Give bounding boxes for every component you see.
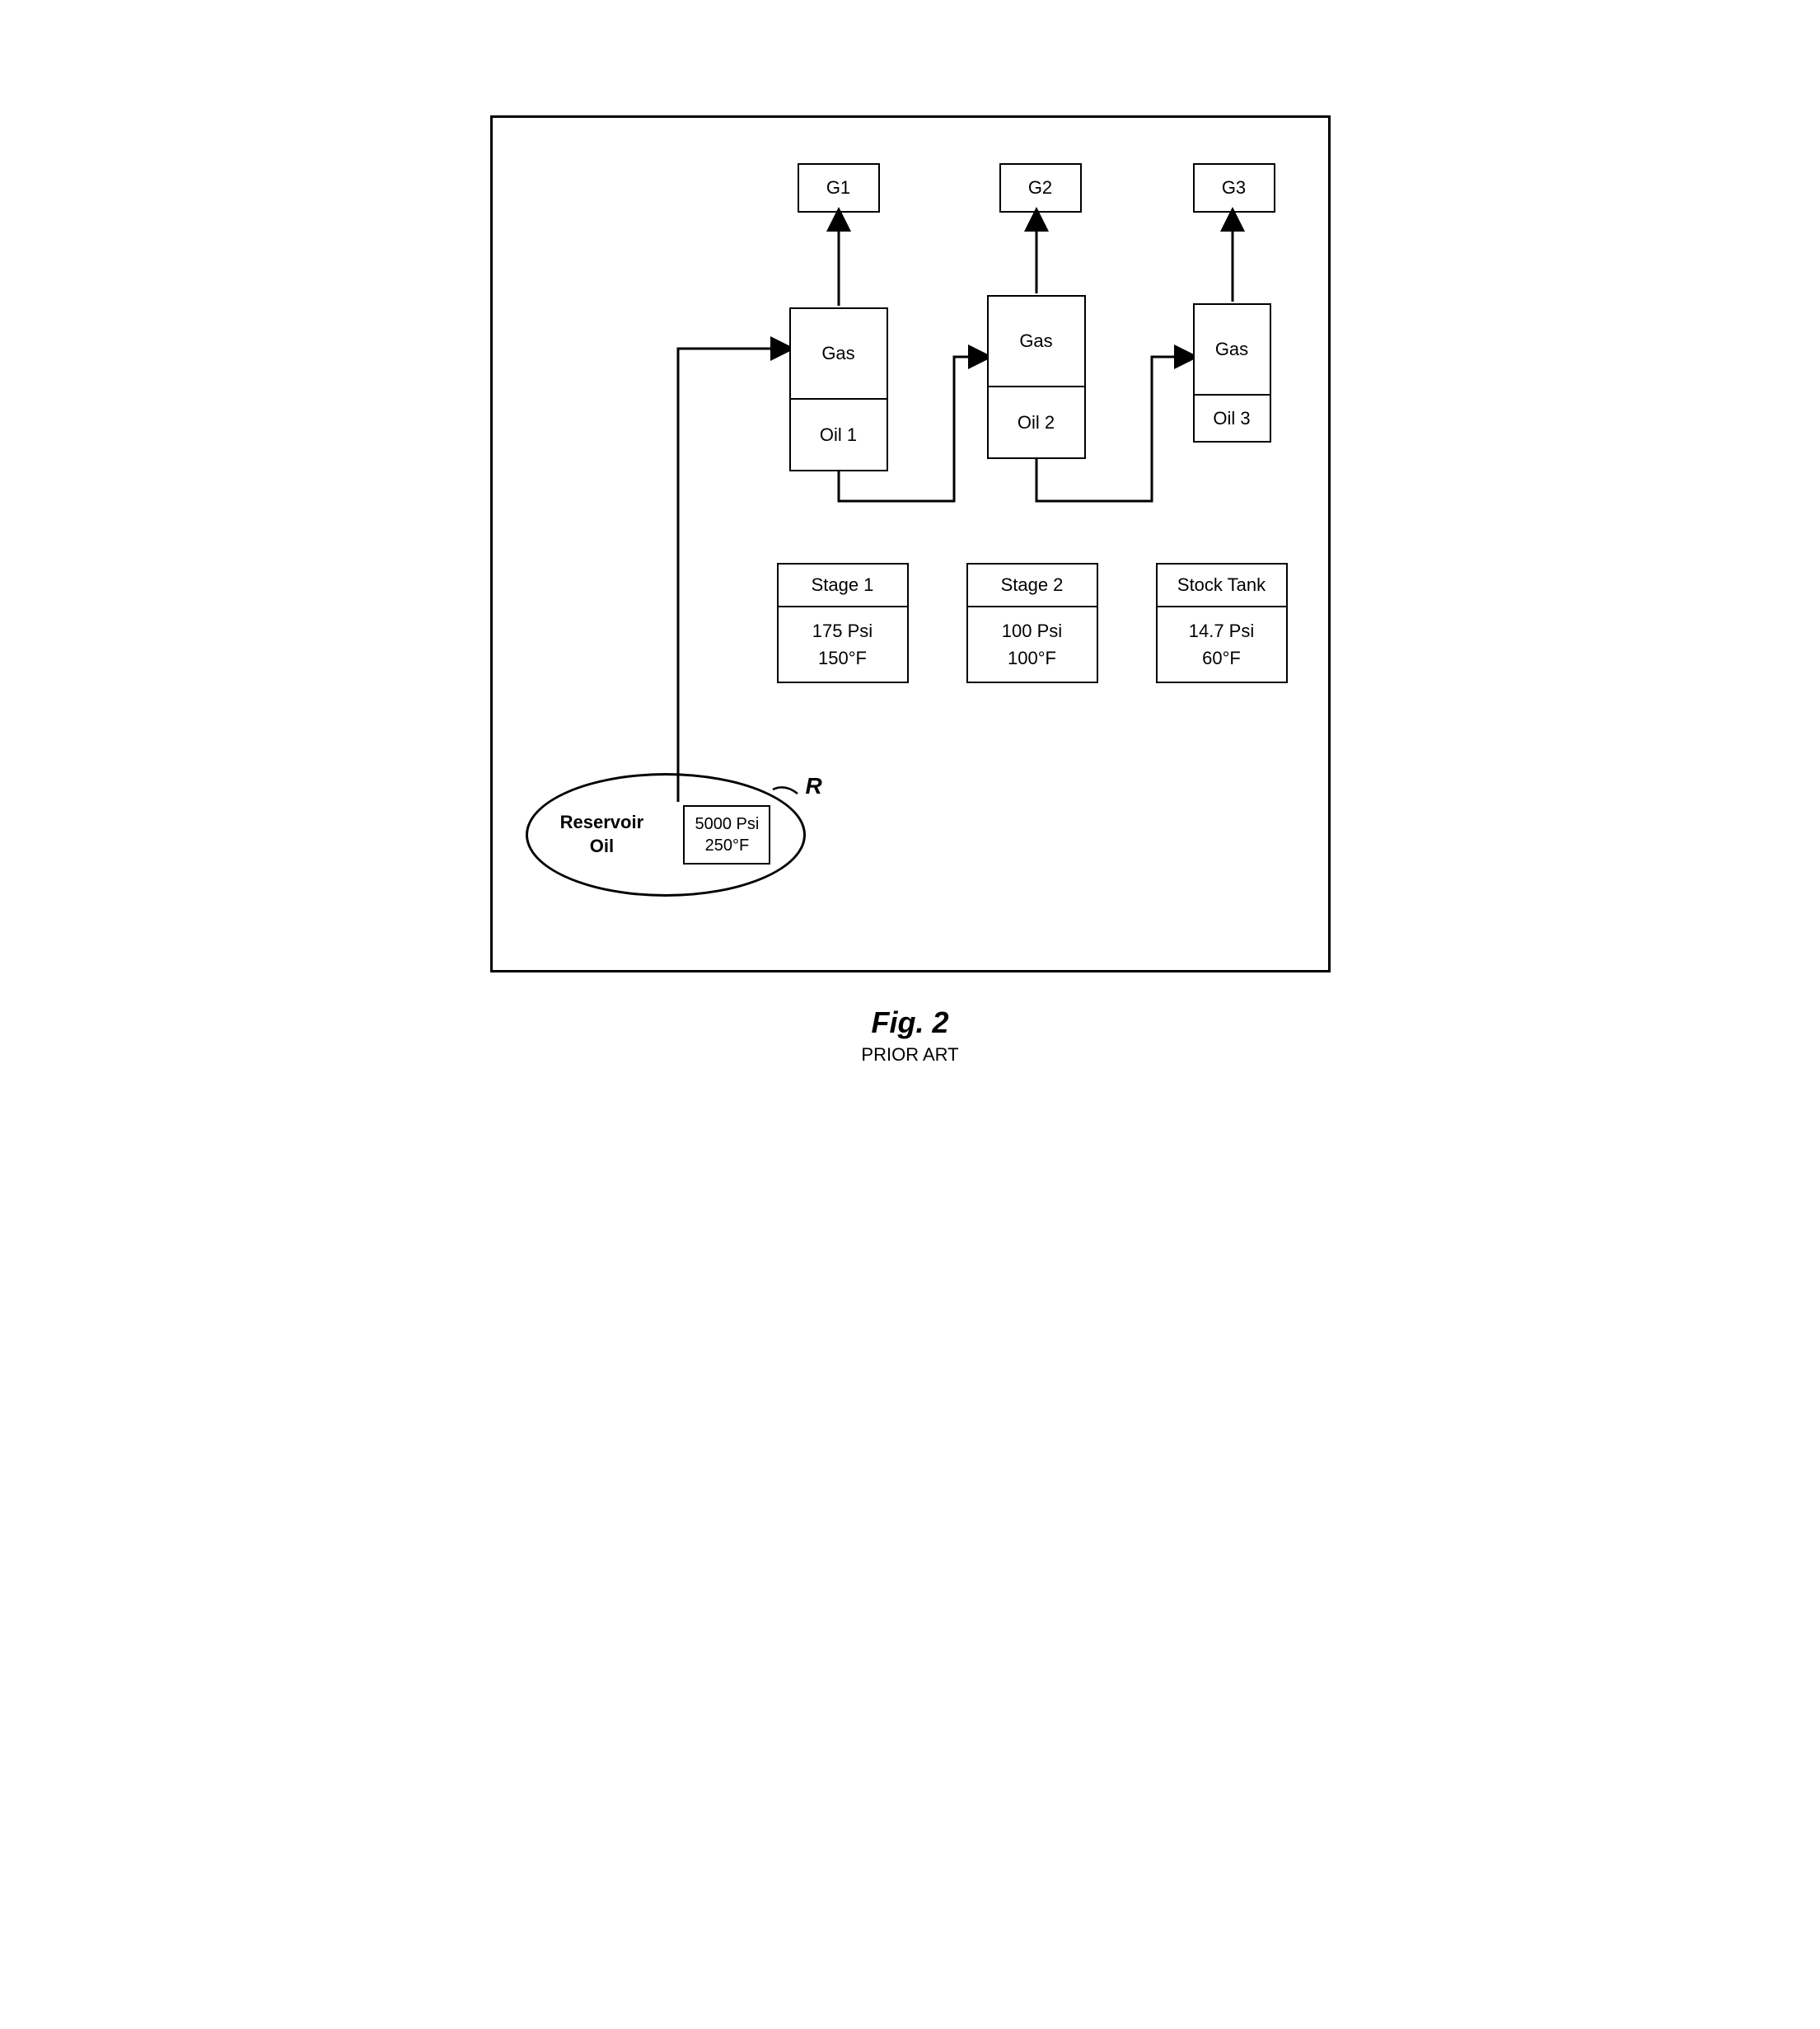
reservoir-label: Reservoir Oil xyxy=(560,811,644,858)
reservoir-temperature: 250°F xyxy=(695,835,759,856)
stage-1-box: Stage 1 175 Psi 150°F xyxy=(777,563,909,683)
stage-2-title: Stage 2 xyxy=(968,565,1097,607)
figure-caption: Fig. 2 PRIOR ART xyxy=(490,1005,1331,1066)
separator-2-gas: Gas xyxy=(989,297,1084,387)
stage-3-title: Stock Tank xyxy=(1158,565,1286,607)
stage-3-values: 14.7 Psi 60°F xyxy=(1158,607,1286,682)
reservoir-values-box: 5000 Psi 250°F xyxy=(683,805,770,865)
stage-1-temperature: 150°F xyxy=(779,644,907,672)
figure-caption-main: Fig. 2 xyxy=(490,1005,1331,1040)
separator-2-oil: Oil 2 xyxy=(989,387,1084,457)
r-label: R xyxy=(806,773,822,799)
diagram-frame: G1 G2 G3 G xyxy=(490,115,1331,972)
stage-3-temperature: 60°F xyxy=(1158,644,1286,672)
separator-1-gas: Gas xyxy=(791,309,887,400)
separator-1-oil: Oil 1 xyxy=(791,400,887,470)
stage-1-pressure: 175 Psi xyxy=(779,617,907,644)
reservoir-pressure: 5000 Psi xyxy=(695,813,759,835)
stage-2-values: 100 Psi 100°F xyxy=(968,607,1097,682)
stage-2-temperature: 100°F xyxy=(968,644,1097,672)
stage-1-title: Stage 1 xyxy=(779,565,907,607)
stage-3-box: Stock Tank 14.7 Psi 60°F xyxy=(1156,563,1288,683)
separator-3-gas: Gas xyxy=(1195,305,1270,396)
separator-3-oil: Oil 3 xyxy=(1195,396,1270,441)
separator-1: Gas Oil 1 xyxy=(789,307,888,471)
stage-1-values: 175 Psi 150°F xyxy=(779,607,907,682)
stage-3-pressure: 14.7 Psi xyxy=(1158,617,1286,644)
separator-2: Gas Oil 2 xyxy=(987,295,1086,459)
stage-2-box: Stage 2 100 Psi 100°F xyxy=(966,563,1098,683)
reservoir-label-line2: Oil xyxy=(560,835,644,859)
stage-2-pressure: 100 Psi xyxy=(968,617,1097,644)
reservoir-label-line1: Reservoir xyxy=(560,811,644,835)
separator-3: Gas Oil 3 xyxy=(1193,303,1271,443)
reservoir-ellipse: Reservoir Oil 5000 Psi 250°F xyxy=(526,773,806,897)
figure-caption-sub: PRIOR ART xyxy=(490,1044,1331,1066)
